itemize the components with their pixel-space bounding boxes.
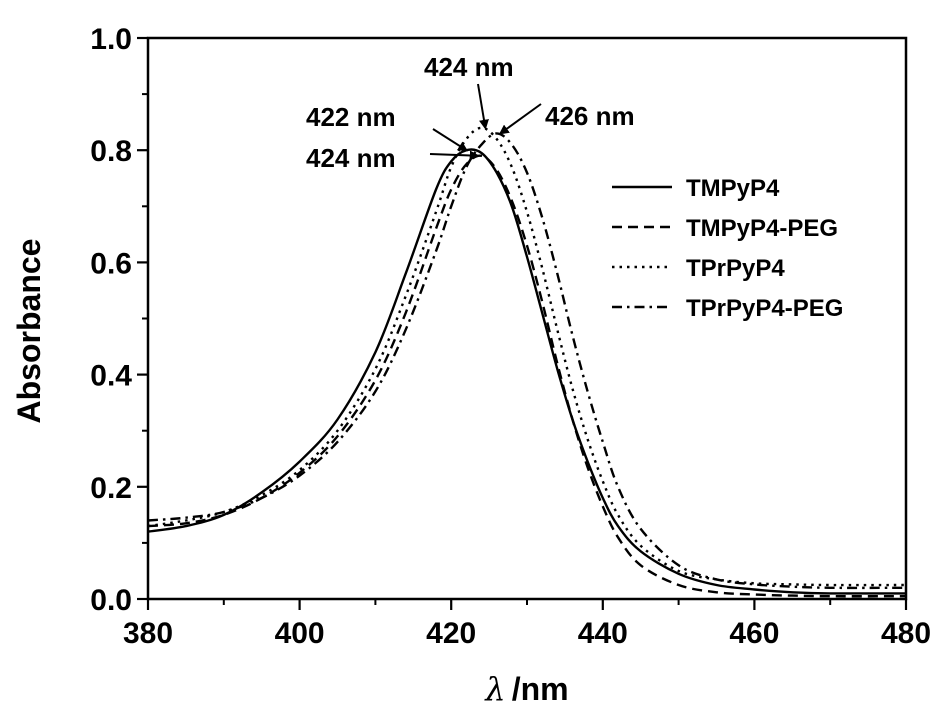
- x-axis-title: λ/nm: [483, 670, 568, 708]
- legend-label: TPrPyP4: [686, 255, 785, 282]
- y-tick-label: 0.0: [90, 584, 132, 617]
- x-tick-label: 400: [275, 617, 325, 650]
- peak-label: 422 nm: [306, 102, 396, 132]
- series-line-tmpyp4-peg: [147, 154, 907, 598]
- legend-label: TMPyP4: [686, 175, 780, 202]
- y-tick-label: 0.4: [90, 360, 132, 393]
- y-tick-label: 0.2: [90, 472, 132, 505]
- series-line-tmpyp4: [147, 148, 907, 595]
- y-tick-labels: 0.0 0.2 0.4 0.6 0.8 1.0: [90, 23, 132, 617]
- x-axis-unit: /nm: [512, 671, 569, 707]
- legend-label: TPrPyP4-PEG: [686, 295, 843, 322]
- peak-arrow: [429, 150, 480, 161]
- x-tick-label: 440: [578, 617, 628, 650]
- series-line-tprpyp4-peg: [147, 132, 907, 590]
- peak-arrow: [477, 83, 489, 130]
- legend-label: TMPyP4-PEG: [686, 215, 838, 242]
- x-axis-symbol: λ: [483, 670, 505, 708]
- peak-label: 426 nm: [545, 101, 635, 131]
- series-line-tprpyp4: [147, 126, 907, 587]
- x-tick-label: 480: [881, 617, 931, 650]
- x-tick-labels: 380 400 420 440 460 480: [123, 617, 931, 650]
- y-tick-label: 0.6: [90, 247, 132, 280]
- axis-ticks: [137, 36, 908, 610]
- y-tick-label: 0.8: [90, 135, 132, 168]
- x-tick-label: 460: [729, 617, 779, 650]
- peak-label: 424 nm: [424, 52, 514, 82]
- legend: TMPyP4 TMPyP4-PEG TPrPyP4 TPrPyP4-PEG: [612, 175, 843, 322]
- x-tick-label: 380: [123, 617, 173, 650]
- peak-arrow: [498, 103, 542, 135]
- x-tick-label: 420: [426, 617, 476, 650]
- peak-label: 424 nm: [306, 143, 396, 173]
- series-layer: [147, 126, 907, 598]
- peak-arrow: [432, 128, 469, 152]
- y-tick-label: 1.0: [90, 23, 132, 56]
- y-axis-title: Absorbance: [11, 239, 47, 424]
- peak-annotations: 422 nm 424 nm 424 nm 426 nm: [306, 52, 635, 173]
